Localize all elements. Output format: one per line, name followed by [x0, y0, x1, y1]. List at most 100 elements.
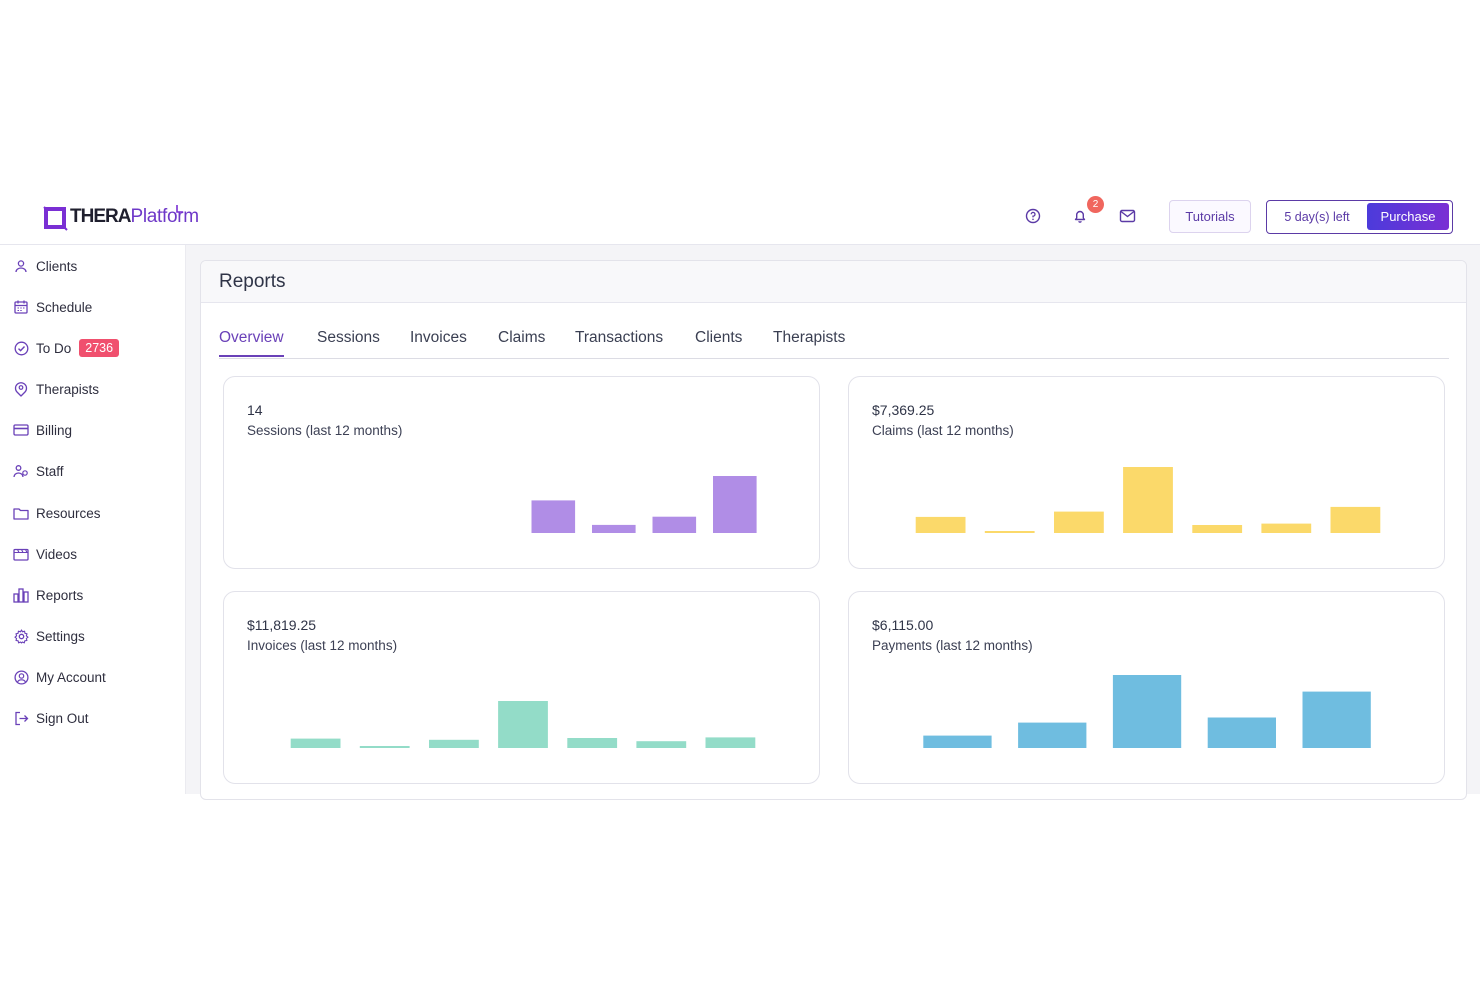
chart-bar[interactable] — [567, 738, 618, 748]
sidebar-item-label: Clients — [36, 258, 78, 274]
report-tabs: Overview Sessions Invoices Claims Transa… — [219, 319, 1449, 359]
mail-icon[interactable] — [1115, 204, 1139, 228]
sidebar-item-label: Schedule — [36, 299, 93, 315]
gear-icon — [13, 628, 29, 644]
sidebar-item-staff[interactable]: Staff — [13, 459, 64, 483]
chart-bar[interactable] — [1207, 717, 1276, 749]
sidebar-item-label: Reports — [36, 587, 84, 603]
chart-bar[interactable] — [1112, 675, 1182, 748]
sidebar-item-label: Resources — [36, 505, 101, 521]
sessions-bar-chart — [531, 476, 757, 533]
folder-icon — [13, 505, 29, 521]
main-content: Reports Overview Sessions Invoices Claim… — [186, 245, 1480, 800]
page-title: Reports — [219, 270, 286, 292]
chart-bar[interactable] — [359, 746, 410, 748]
check-circle-icon — [13, 340, 29, 356]
therapist-icon — [13, 381, 29, 397]
sidebar: Clients Schedule To Do 2736 Therapists B… — [0, 245, 186, 794]
chart-bar[interactable] — [1054, 511, 1104, 533]
chart-bar[interactable] — [923, 735, 992, 748]
logo-text-bold: THERA — [70, 206, 131, 227]
sidebar-item-therapists[interactable]: Therapists — [13, 377, 99, 401]
claims-card[interactable]: $7,369.25 Claims (last 12 months) — [848, 376, 1445, 569]
calendar-icon — [13, 299, 29, 315]
chart-bar[interactable] — [1192, 525, 1243, 533]
sidebar-item-clients[interactable]: Clients — [13, 254, 77, 278]
chart-bar[interactable] — [592, 524, 636, 533]
sidebar-item-todo[interactable]: To Do 2736 — [13, 336, 120, 360]
sidebar-item-settings[interactable]: Settings — [13, 624, 85, 648]
sidebar-item-label: Settings — [36, 628, 85, 644]
card-caption: Claims (last 12 months) — [872, 423, 1014, 438]
logo[interactable]: THERA Platform — [42, 202, 199, 232]
credit-card-icon — [13, 422, 29, 438]
sidebar-item-resources[interactable]: Resources — [13, 501, 101, 525]
chart-bar[interactable] — [636, 741, 687, 748]
sidebar-item-reports[interactable]: Reports — [13, 583, 83, 607]
payments-card[interactable]: $6,115.00 Payments (last 12 months) — [848, 591, 1445, 784]
invoices-bar-chart — [290, 701, 756, 748]
chart-bar[interactable] — [1261, 523, 1312, 533]
sidebar-item-my-account[interactable]: My Account — [13, 665, 106, 689]
chart-bar[interactable] — [1123, 467, 1173, 533]
panel-header: Reports — [201, 261, 1466, 303]
sidebar-item-sign-out[interactable]: Sign Out — [13, 706, 89, 730]
sidebar-item-videos[interactable]: Videos — [13, 542, 77, 566]
logo-accent-icon — [176, 205, 183, 213]
chart-bar[interactable] — [652, 516, 697, 533]
sign-out-icon — [13, 710, 29, 726]
card-value: $6,115.00 — [872, 617, 934, 633]
trial-box: 5 day(s) left Purchase — [1266, 200, 1453, 234]
sidebar-item-schedule[interactable]: Schedule — [13, 295, 92, 319]
claims-bar-chart — [915, 467, 1381, 533]
sidebar-item-label: My Account — [36, 669, 106, 685]
tab-invoices[interactable]: Invoices — [410, 329, 467, 346]
sessions-card[interactable]: 14 Sessions (last 12 months) — [223, 376, 820, 569]
chart-bar[interactable] — [915, 516, 966, 533]
sidebar-item-label: Staff — [36, 463, 64, 479]
chart-bar[interactable] — [1302, 691, 1371, 748]
user-icon — [13, 258, 29, 274]
chart-bar[interactable] — [531, 500, 576, 533]
chart-bar[interactable] — [429, 739, 479, 748]
tutorials-button[interactable]: Tutorials — [1169, 200, 1251, 233]
notification-count-badge: 2 — [1087, 196, 1104, 213]
help-icon[interactable] — [1021, 204, 1045, 228]
bell-icon[interactable] — [1068, 204, 1092, 228]
card-value: $11,819.25 — [247, 617, 317, 633]
tab-therapists[interactable]: Therapists — [773, 329, 846, 346]
logo-mark-icon — [42, 205, 68, 231]
chart-bar[interactable] — [713, 476, 757, 533]
card-caption: Payments (last 12 months) — [872, 638, 1033, 653]
tab-transactions[interactable]: Transactions — [575, 329, 664, 346]
purchase-button[interactable]: Purchase — [1367, 203, 1449, 230]
bar-chart-icon — [13, 587, 29, 603]
payments-bar-chart — [923, 675, 1371, 749]
tab-overview[interactable]: Overview — [219, 329, 284, 357]
chart-bar[interactable] — [984, 531, 1035, 533]
sidebar-item-label: To Do — [36, 340, 72, 356]
card-caption: Sessions (last 12 months) — [247, 423, 403, 438]
top-bar: THERA Platform 2 Tutorials 5 day(s) left … — [0, 192, 1480, 245]
invoices-card[interactable]: $11,819.25 Invoices (last 12 months) — [223, 591, 820, 784]
sidebar-item-billing[interactable]: Billing — [13, 418, 72, 442]
sidebar-item-label: Therapists — [36, 381, 100, 397]
sidebar-item-label: Sign Out — [36, 710, 89, 726]
logo-text-light: Platform — [130, 206, 199, 227]
tab-sessions[interactable]: Sessions — [317, 329, 380, 346]
trial-days-left: 5 day(s) left — [1284, 209, 1350, 224]
tab-claims[interactable]: Claims — [498, 329, 546, 346]
sidebar-item-label: Videos — [36, 546, 78, 562]
sidebar-item-label: Billing — [36, 422, 73, 438]
chart-bar[interactable] — [498, 701, 548, 748]
todo-count-badge: 2736 — [79, 339, 120, 357]
tab-clients[interactable]: Clients — [695, 329, 743, 346]
reports-panel: Reports Overview Sessions Invoices Claim… — [200, 260, 1467, 800]
chart-bar[interactable] — [1330, 506, 1381, 533]
chart-bar[interactable] — [290, 738, 341, 748]
chart-bar[interactable] — [1018, 722, 1087, 748]
chart-bar[interactable] — [705, 737, 756, 748]
card-value: $7,369.25 — [872, 402, 935, 418]
card-caption: Invoices (last 12 months) — [247, 638, 398, 653]
account-icon — [13, 669, 29, 685]
